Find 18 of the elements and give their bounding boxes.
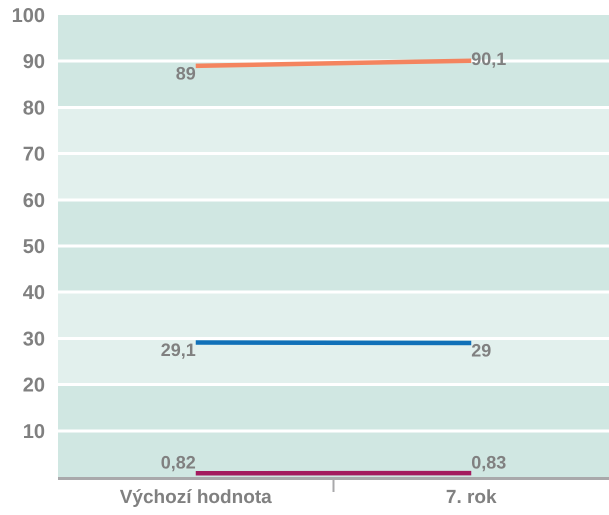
data-label: 29 <box>471 340 492 361</box>
y-tick-label: 40 <box>22 282 45 304</box>
y-tick-label: 20 <box>22 374 45 397</box>
data-label: 89 <box>176 63 196 84</box>
y-tick-label: 10 <box>22 420 45 443</box>
x-tick-label: Výchozí hodnota <box>120 486 272 508</box>
y-tick-label: 50 <box>22 236 45 258</box>
y-tick-label: 70 <box>22 144 45 166</box>
data-label: 0,83 <box>471 452 506 473</box>
y-tick-label: 80 <box>22 97 45 120</box>
data-label: 0,82 <box>160 452 196 473</box>
y-tick-label: 100 <box>12 5 45 27</box>
y-tick-label: 90 <box>22 51 45 74</box>
data-label: 29,1 <box>160 340 196 360</box>
data-label: 90,1 <box>471 49 506 70</box>
x-tick-label: 7. rok <box>446 486 498 508</box>
y-tick-label: 60 <box>22 190 45 212</box>
y-tick-label: 30 <box>22 328 45 350</box>
